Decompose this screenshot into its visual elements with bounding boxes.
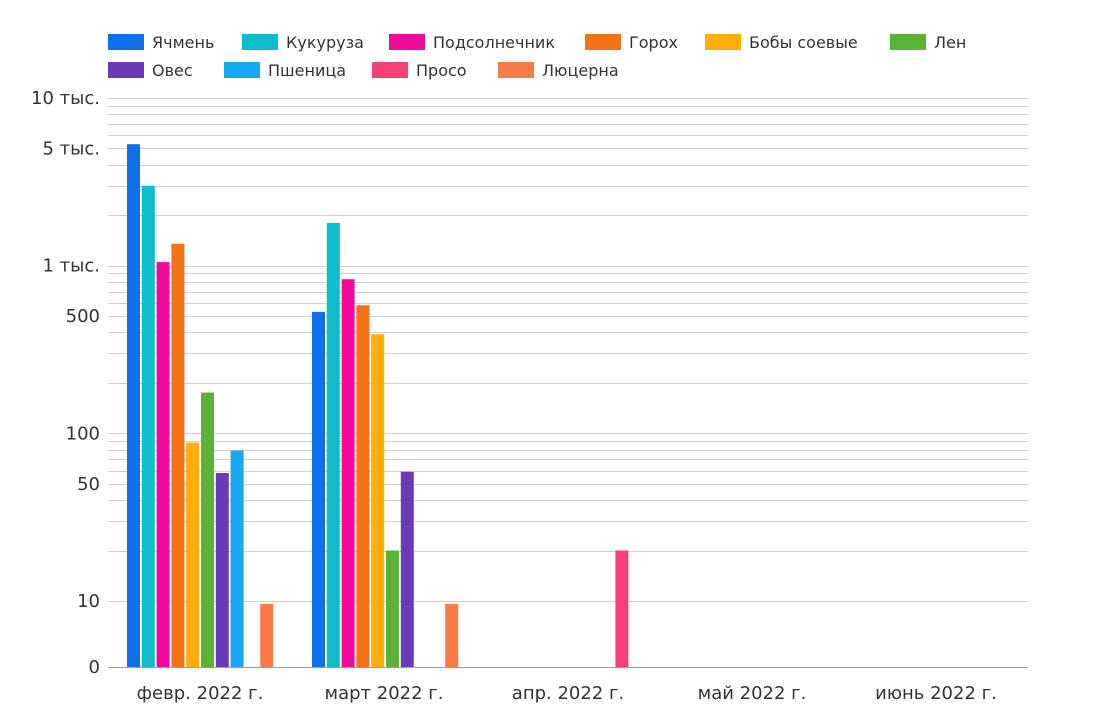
x-tick-label-0: февр. 2022 г. — [137, 683, 264, 704]
x-tick-label-1: март 2022 г. — [325, 683, 444, 704]
legend-swatch-2 — [389, 34, 425, 50]
legend-label-2: Подсолнечник — [433, 33, 555, 52]
x-tick-label-3: май 2022 г. — [698, 683, 807, 704]
legend-item-ячмень: Ячмень — [108, 33, 214, 52]
legend-item-подсолнечник: Подсолнечник — [389, 33, 555, 52]
bar-лен-0 — [201, 392, 214, 667]
legend-label-5: Лен — [934, 33, 966, 52]
gridlines — [108, 98, 1028, 602]
legend-swatch-5 — [890, 34, 926, 50]
legend-swatch-3 — [585, 34, 621, 50]
legend-item-горох: Горох — [585, 33, 678, 52]
bars — [127, 144, 629, 668]
y-tick-label-0: 0 — [89, 657, 100, 678]
legend-label-0: Ячмень — [152, 33, 214, 52]
y-tick-label-2: 50 — [77, 474, 100, 495]
bar-горох-0 — [171, 243, 185, 668]
legend-item-лен: Лен — [890, 33, 966, 52]
bar-кукуруза-1 — [326, 222, 340, 667]
y-tick-label-3: 100 — [66, 423, 100, 444]
legend-swatch-4 — [705, 34, 741, 50]
legend-item-кукуруза: Кукуруза — [242, 33, 364, 52]
legend-swatch-7 — [224, 62, 260, 78]
legend-label-3: Горох — [629, 33, 678, 52]
legend-item-люцерна: Люцерна — [498, 61, 619, 80]
bar-овес-1 — [400, 471, 414, 667]
legend-item-пшеница: Пшеница — [224, 61, 346, 80]
bar-пшеница-0 — [230, 450, 244, 667]
bar-бобы-соевые-1 — [371, 334, 385, 667]
y-axis: 0 10 50 100 500 1 тыс. 5 тыс. 10 тыс. — [31, 88, 100, 678]
bar-люцерна-1 — [445, 603, 459, 667]
legend-label-9: Люцерна — [542, 61, 619, 80]
bar-люцерна-0 — [260, 603, 274, 667]
bar-ячмень-1 — [312, 311, 325, 667]
legend-swatch-6 — [108, 62, 144, 78]
legend: Ячмень Кукуруза Подсолнечник Горох Бобы соев… — [108, 33, 966, 80]
legend-swatch-1 — [242, 34, 278, 50]
bar-горох-1 — [356, 305, 370, 667]
x-tick-label-2: апр. 2022 г. — [512, 683, 624, 704]
legend-swatch-8 — [372, 62, 408, 78]
bar-подсолнечник-1 — [341, 279, 355, 667]
bar-ячмень-0 — [127, 144, 140, 667]
legend-label-8: Просо — [416, 61, 467, 80]
bar-овес-0 — [215, 473, 229, 667]
bar-лен-1 — [386, 550, 399, 667]
legend-label-7: Пшеница — [268, 61, 346, 80]
y-tick-label-7: 10 тыс. — [31, 88, 100, 109]
y-tick-label-6: 5 тыс. — [43, 138, 101, 159]
legend-label-1: Кукуруза — [286, 33, 364, 52]
legend-item-бобы-соевые: Бобы соевые — [705, 33, 858, 52]
legend-label-6: Овес — [152, 61, 193, 80]
bar-бобы-соевые-0 — [186, 442, 200, 667]
legend-swatch-9 — [498, 62, 534, 78]
legend-item-овес: Овес — [108, 61, 193, 80]
y-tick-label-1: 10 — [77, 591, 100, 612]
y-tick-label-5: 1 тыс. — [43, 256, 101, 277]
bar-просо-2 — [615, 550, 629, 667]
y-tick-label-4: 500 — [66, 306, 100, 327]
legend-label-4: Бобы соевые — [749, 33, 858, 52]
bar-подсолнечник-0 — [156, 262, 170, 667]
bar-кукуруза-0 — [141, 185, 155, 667]
legend-swatch-0 — [108, 34, 144, 50]
x-axis: февр. 2022 г. март 2022 г. апр. 2022 г. май… — [108, 667, 1028, 704]
x-tick-label-4: июнь 2022 г. — [875, 683, 997, 704]
legend-item-просо: Просо — [372, 61, 467, 80]
